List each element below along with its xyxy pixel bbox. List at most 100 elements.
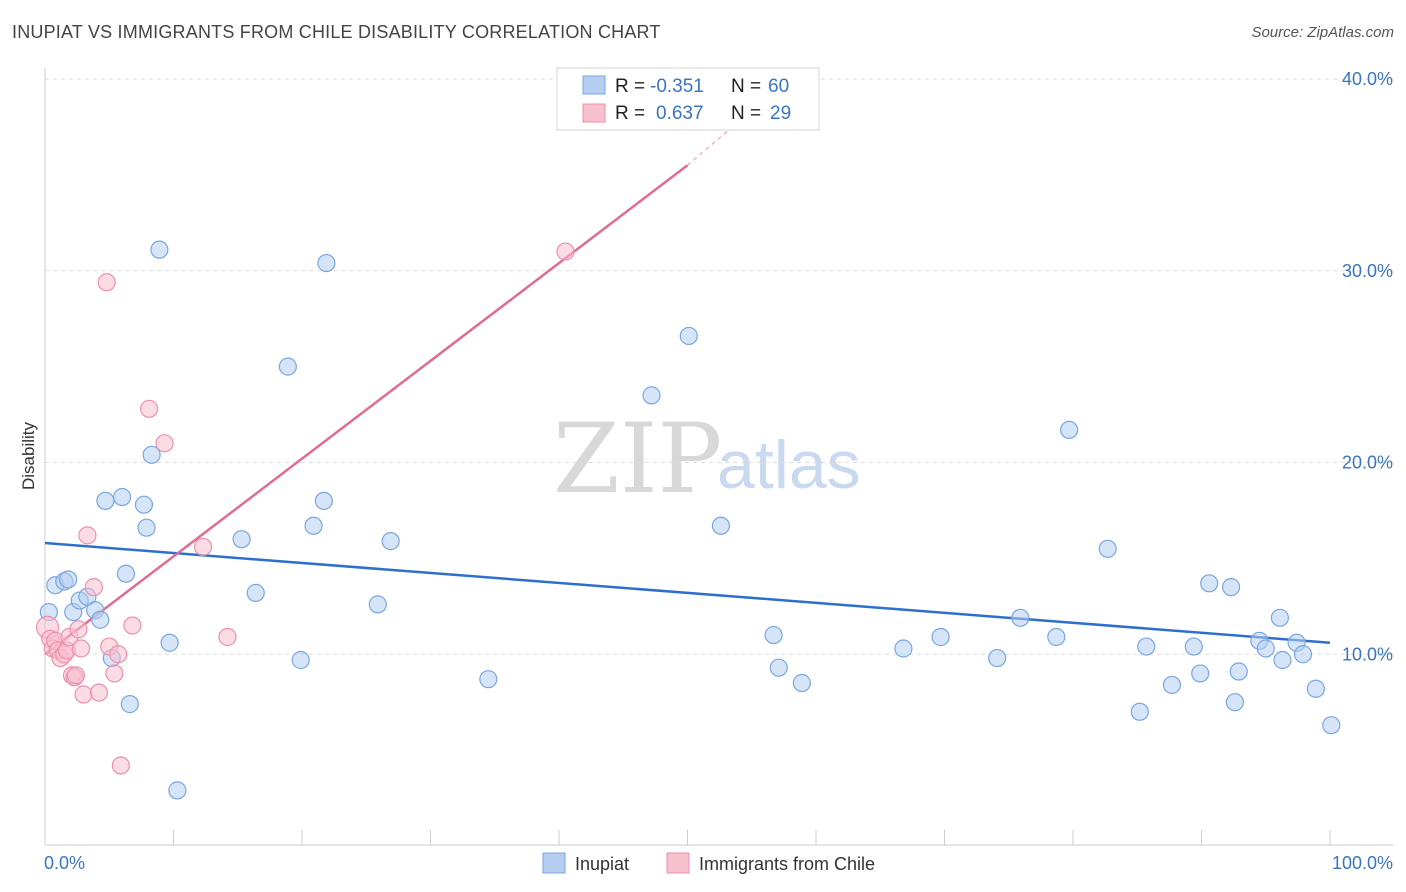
point-inupiat-3	[59, 570, 78, 589]
series-chile-points	[35, 242, 575, 775]
y-tick-label-30: 30.0%	[1342, 261, 1393, 281]
legend-n-label-2: N =	[731, 103, 761, 124]
point-inupiat-33	[764, 625, 783, 645]
trendline-inupiat	[44, 541, 1331, 644]
tick-labels: 10.0% 20.0% 30.0% 40.0% 0.0% 100.0%	[44, 69, 1393, 873]
trend-lines	[44, 120, 1331, 656]
trendline-chile	[44, 164, 689, 656]
point-inupiat-29	[479, 670, 498, 689]
point-chile-21	[109, 645, 128, 664]
point-inupiat-23	[291, 650, 310, 670]
point-inupiat-30	[642, 386, 661, 405]
point-inupiat-8	[91, 610, 110, 629]
point-inupiat-57	[1293, 645, 1313, 664]
series-legend: Inupiat Immigrants from Chile	[542, 852, 875, 874]
watermark-zip: ZIP	[553, 403, 722, 515]
point-inupiat-28	[381, 532, 400, 551]
y-axis-title: Disability	[19, 421, 38, 490]
point-chile-14	[74, 685, 93, 704]
bottom-legend-label-chile: Immigrants from Chile	[699, 854, 875, 874]
legend-n-label-1: N =	[731, 76, 761, 97]
point-chile-28	[556, 242, 575, 261]
point-inupiat-27	[368, 595, 387, 614]
point-inupiat-55	[1273, 650, 1292, 670]
point-chile-18	[97, 273, 116, 292]
point-inupiat-12	[116, 564, 136, 583]
point-inupiat-24	[304, 516, 323, 535]
point-inupiat-42	[1098, 539, 1117, 558]
point-inupiat-32	[711, 516, 731, 535]
point-chile-24	[139, 399, 159, 418]
point-chile-13	[71, 639, 91, 658]
bottom-legend-swatch-inupiat	[542, 852, 566, 874]
legend-r-label-2: R =	[615, 103, 645, 124]
point-inupiat-20	[232, 530, 251, 549]
point-inupiat-43	[1130, 702, 1149, 721]
legend-swatch-chile	[582, 103, 606, 123]
point-chile-25	[155, 434, 174, 453]
x-tick-label-min: 0.0%	[44, 853, 85, 873]
chart-title: INUPIAT VS IMMIGRANTS FROM CHILE DISABIL…	[12, 22, 661, 42]
y-tick-label-40: 40.0%	[1342, 69, 1393, 89]
point-inupiat-16	[142, 445, 161, 464]
point-chile-27	[218, 627, 237, 647]
legend-r-value-2: 0.637	[656, 103, 704, 124]
point-chile-26	[193, 537, 213, 556]
point-inupiat-46	[1184, 637, 1203, 656]
point-inupiat-58	[1306, 679, 1325, 698]
legend-swatch-inupiat	[582, 75, 606, 95]
point-inupiat-47	[1191, 664, 1210, 683]
axes	[44, 68, 1393, 846]
point-inupiat-36	[894, 639, 913, 658]
point-inupiat-41	[1060, 420, 1079, 440]
series-inupiat-points	[39, 240, 1341, 800]
point-chile-11	[66, 666, 85, 685]
watermark-atlas: atlas	[717, 427, 861, 503]
point-inupiat-15	[137, 518, 156, 537]
point-inupiat-13	[120, 695, 139, 714]
point-inupiat-49	[1221, 578, 1241, 597]
x-tick-label-max: 100.0%	[1332, 853, 1393, 873]
point-inupiat-35	[792, 673, 811, 693]
grid-lines	[45, 78, 1393, 655]
legend-n-value-1: 60	[768, 76, 789, 97]
point-chile-22	[111, 756, 130, 775]
point-inupiat-59	[1322, 716, 1341, 735]
y-tick-label-20: 20.0%	[1342, 453, 1393, 473]
point-inupiat-25	[314, 491, 333, 510]
source-credit: Source: ZipAtlas.com	[1251, 24, 1394, 41]
point-inupiat-21	[246, 583, 265, 602]
point-chile-15	[78, 526, 97, 545]
point-inupiat-54	[1270, 608, 1289, 627]
point-inupiat-18	[160, 633, 179, 652]
point-inupiat-31	[679, 326, 698, 346]
bottom-legend-swatch-chile	[666, 852, 690, 874]
point-inupiat-11	[112, 487, 132, 507]
point-chile-12	[69, 620, 88, 639]
point-inupiat-19	[168, 781, 187, 800]
point-inupiat-45	[1162, 675, 1182, 695]
point-inupiat-26	[317, 253, 336, 273]
legend-r-label-1: R =	[615, 76, 645, 97]
y-tick-label-10: 10.0%	[1342, 644, 1393, 664]
point-inupiat-48	[1200, 574, 1219, 593]
bottom-legend-label-inupiat: Inupiat	[575, 854, 629, 874]
point-inupiat-51	[1229, 662, 1248, 681]
point-inupiat-9	[96, 491, 115, 510]
correlation-legend: R = -0.351 N = 60 R = 0.637 N = 29	[556, 67, 820, 131]
point-inupiat-39	[1011, 608, 1030, 627]
point-chile-17	[89, 683, 109, 702]
legend-n-value-2: 29	[770, 103, 791, 124]
point-inupiat-40	[1047, 627, 1066, 647]
point-chile-16	[84, 578, 103, 597]
point-chile-23	[123, 616, 142, 635]
point-inupiat-17	[150, 240, 169, 259]
point-inupiat-50	[1225, 693, 1245, 712]
point-inupiat-37	[931, 627, 950, 647]
point-inupiat-38	[988, 648, 1007, 668]
point-inupiat-22	[278, 357, 297, 376]
point-inupiat-14	[134, 495, 154, 514]
point-inupiat-44	[1137, 637, 1156, 656]
legend-r-value-1: -0.351	[650, 76, 704, 97]
